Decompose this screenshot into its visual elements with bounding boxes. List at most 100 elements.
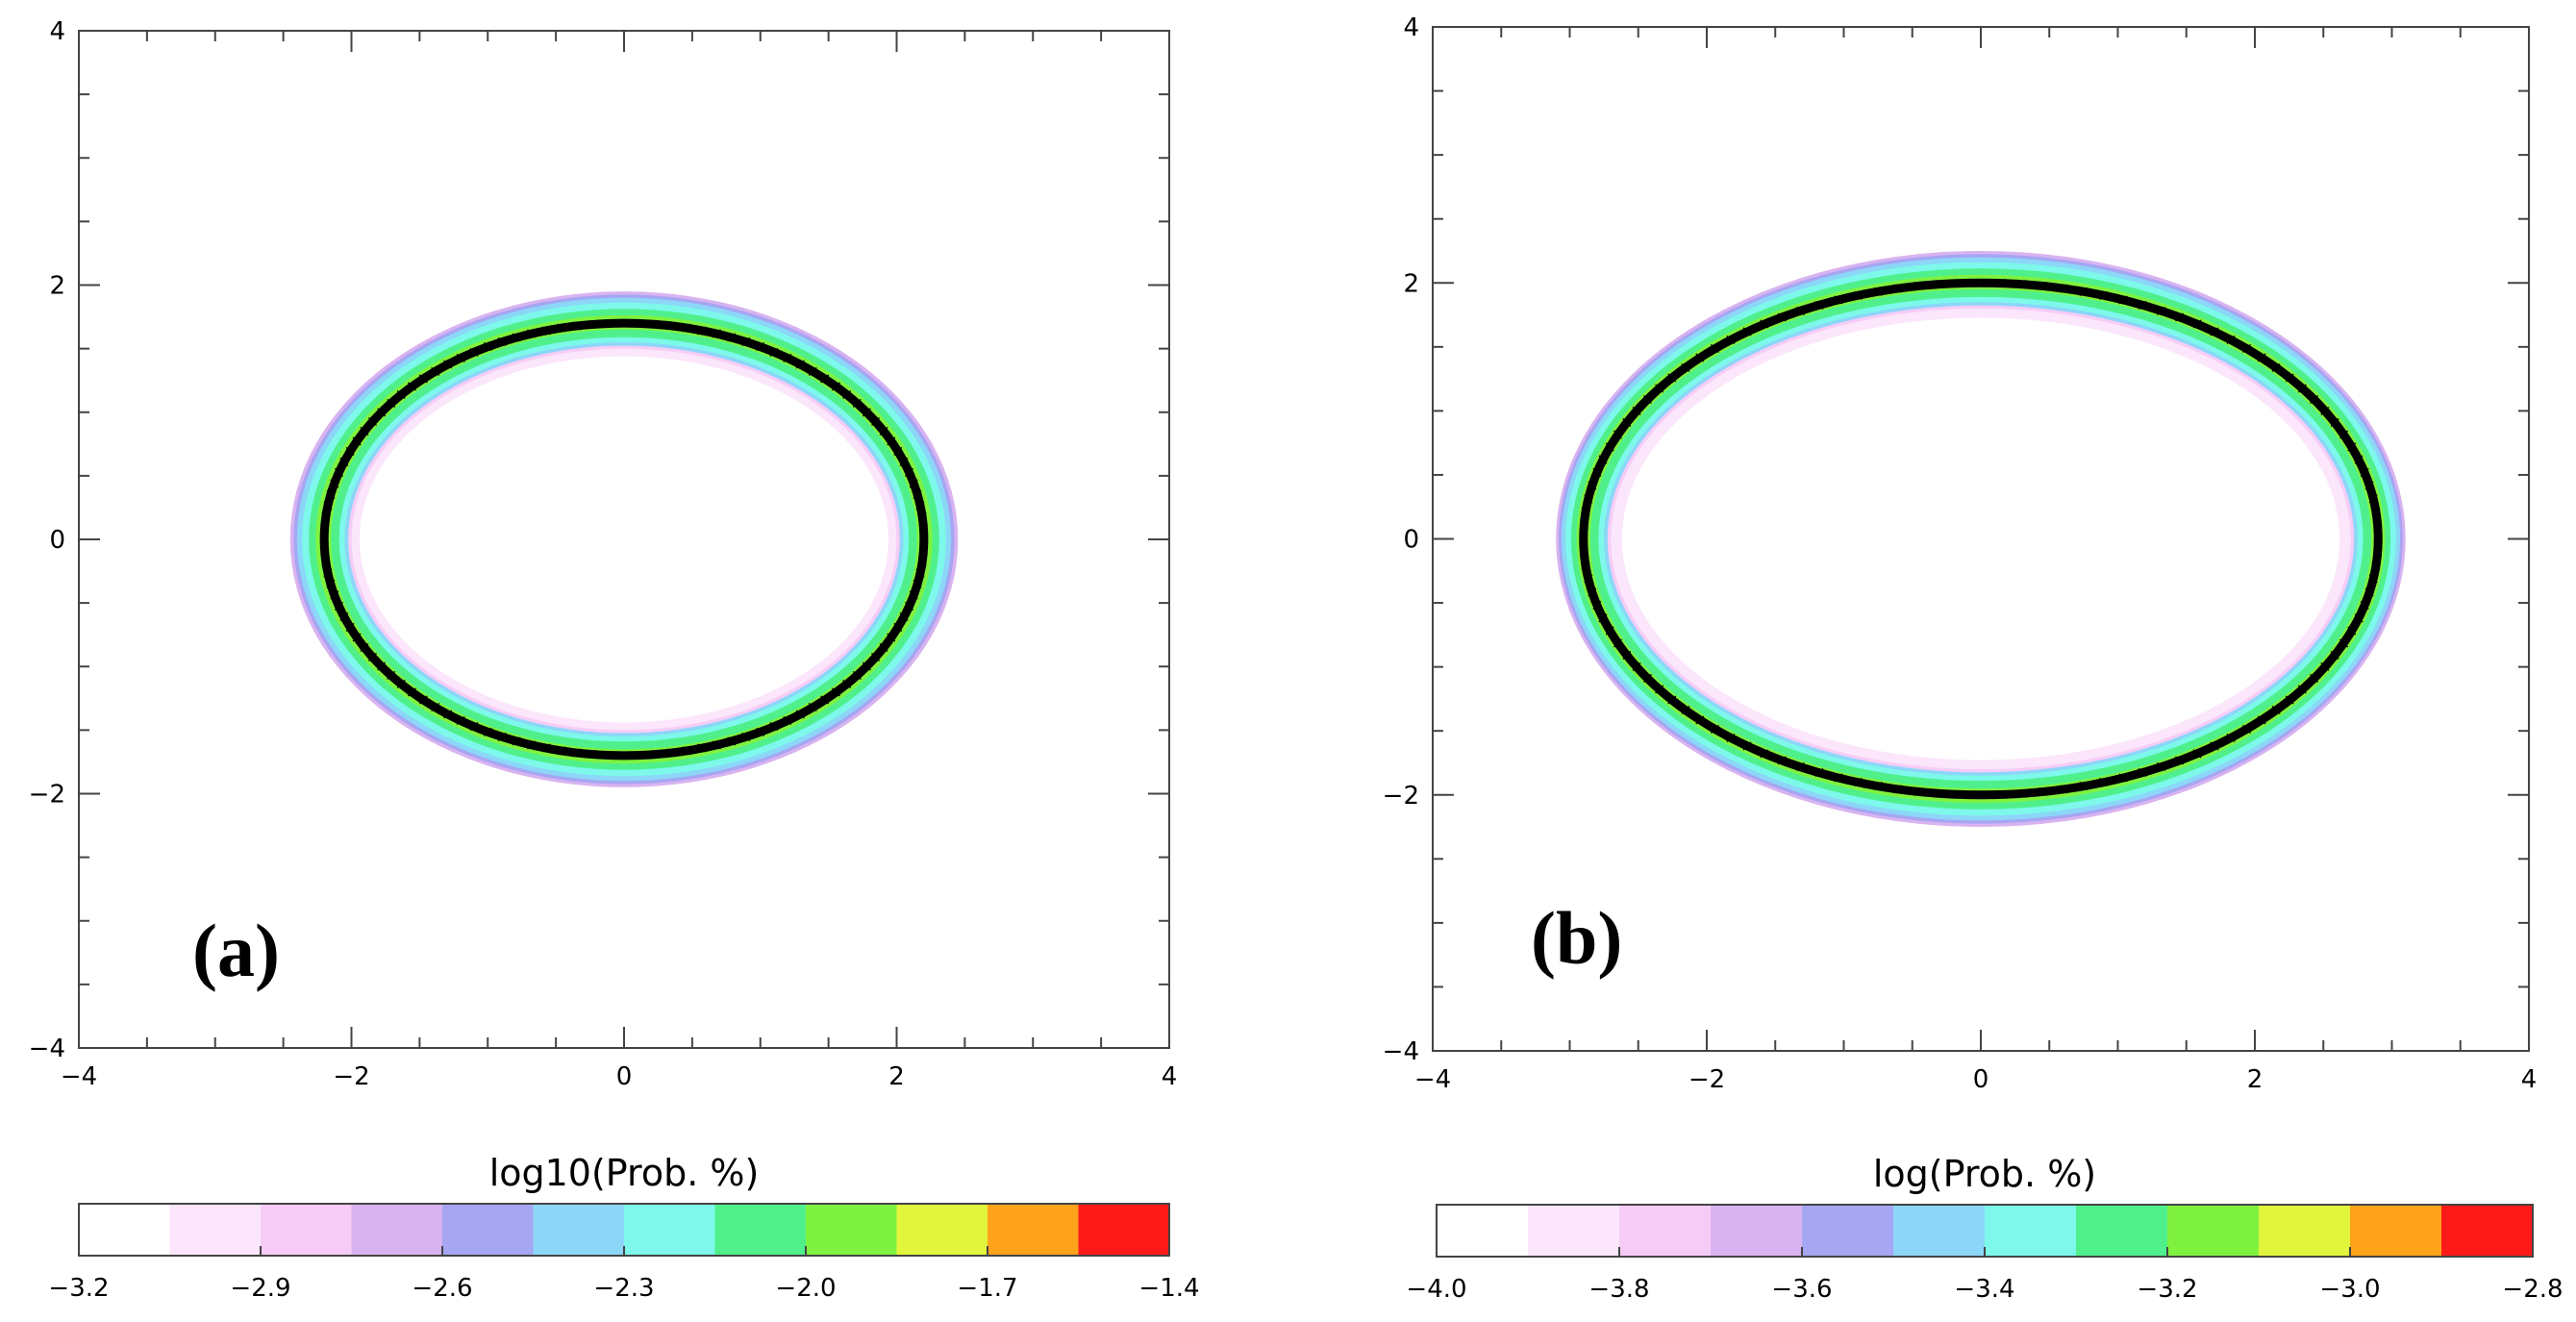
curve-marker: × xyxy=(903,463,915,482)
y-tick-label: −4 xyxy=(1383,1037,1419,1066)
colorbar-tick-label: −3.2 xyxy=(48,1274,109,1303)
curve-marker: × xyxy=(891,617,904,636)
curve-marker: × xyxy=(1579,503,1591,521)
curve-marker: × xyxy=(2269,701,2282,719)
curve-marker: × xyxy=(2283,690,2295,709)
curve-marker: × xyxy=(417,690,430,709)
curve-marker: × xyxy=(1832,290,1844,309)
curve-marker: × xyxy=(767,717,780,736)
curve-marker: × xyxy=(2240,339,2253,358)
colorbar-title: log10(Prob. %) xyxy=(489,1152,760,1194)
curve-marker: × xyxy=(338,608,350,626)
density-empty-core xyxy=(1621,317,2340,761)
panel-a: ××××××××××××××××××××××××××××××××××××××××… xyxy=(29,17,1200,1303)
colorbar-swatch xyxy=(169,1204,261,1256)
curve-marker: × xyxy=(324,485,337,503)
curve-marker: × xyxy=(2366,489,2379,508)
curve-marker: × xyxy=(2363,476,2376,494)
colorbar-swatch xyxy=(2076,1205,2167,1257)
curve-marker: × xyxy=(2037,782,2049,800)
curve-marker: × xyxy=(2363,583,2376,601)
y-tick-label: 2 xyxy=(1403,269,1419,298)
colorbar-tick-label: −3.4 xyxy=(1954,1275,2014,1304)
curve-marker: × xyxy=(1794,758,1807,776)
curve-marker: × xyxy=(406,683,418,701)
curve-marker: × xyxy=(495,333,508,351)
curve-marker: × xyxy=(1620,413,1633,432)
curve-marker: × xyxy=(328,586,340,604)
curve-marker: × xyxy=(917,518,930,536)
curve-marker: × xyxy=(2015,275,2028,293)
curve-marker: × xyxy=(587,745,599,763)
curve-marker: × xyxy=(2369,556,2382,574)
curve-marker: × xyxy=(417,369,430,387)
curve-marker: × xyxy=(395,674,408,692)
curve-marker: × xyxy=(2097,773,2110,791)
colorbar-tick-label: −3.8 xyxy=(1588,1275,1649,1304)
colorbar-swatch xyxy=(624,1204,715,1256)
colorbar-tick-label: −2.8 xyxy=(2502,1275,2563,1304)
curve-marker: × xyxy=(1740,322,1753,340)
curve-marker: × xyxy=(2371,516,2384,535)
curve-marker: × xyxy=(429,698,441,716)
curve-marker: × xyxy=(1974,273,1987,291)
colorbar-swatch xyxy=(1893,1205,1985,1257)
curve-marker: × xyxy=(319,507,332,525)
x-tick-label: −2 xyxy=(333,1062,369,1091)
curve-marker: × xyxy=(1665,368,1678,387)
curve-marker: × xyxy=(317,530,330,548)
curve-marker: × xyxy=(1776,308,1788,326)
curve-marker: × xyxy=(358,637,370,656)
curve-marker: × xyxy=(375,657,388,675)
y-tick-label: −2 xyxy=(1383,782,1419,811)
curve-marker: × xyxy=(1596,609,1609,627)
curve-marker: × xyxy=(649,745,662,763)
curve-marker: × xyxy=(441,355,454,373)
curve-marker: × xyxy=(1758,314,1770,333)
curve-marker: × xyxy=(2371,542,2384,561)
curve-marker: × xyxy=(571,743,584,761)
curve-marker: × xyxy=(1995,274,2008,292)
colorbar-swatch xyxy=(2441,1205,2533,1257)
panel-b: ××××××××××××××××××××××××××××××××××××××××… xyxy=(1383,13,2563,1304)
colorbar-tick-label: −3.0 xyxy=(2319,1275,2380,1304)
colorbar-swatch xyxy=(261,1204,352,1256)
curve-marker: × xyxy=(891,442,904,461)
panel-label: (b) xyxy=(1531,896,1622,980)
curve-marker: × xyxy=(2015,784,2028,802)
curve-marker: × xyxy=(2345,437,2358,456)
curve-marker: × xyxy=(1603,621,1615,639)
curve-marker: × xyxy=(2308,669,2320,687)
curve-marker: × xyxy=(571,316,584,335)
curve-marker: × xyxy=(540,738,553,757)
colorbar-swatch xyxy=(1802,1205,1893,1257)
curve-marker: × xyxy=(2256,348,2268,366)
curve-marker: × xyxy=(2190,744,2203,762)
colorbar-swatch xyxy=(1437,1205,1528,1257)
curve-marker: × xyxy=(695,738,708,757)
curve-marker: × xyxy=(2155,301,2167,319)
curve-marker: × xyxy=(1852,286,1864,304)
colorbar-swatch xyxy=(806,1204,897,1256)
curve-marker: × xyxy=(1813,763,1825,782)
curve-marker: × xyxy=(1630,658,1642,676)
curve-marker: × xyxy=(2224,331,2237,349)
curve-marker: × xyxy=(680,741,692,760)
curve-marker: × xyxy=(333,463,345,482)
curve-marker: × xyxy=(680,318,692,337)
curve-marker: × xyxy=(1913,782,1925,800)
curve-marker: × xyxy=(429,362,441,380)
curve-marker: × xyxy=(2155,758,2167,776)
curve-marker: × xyxy=(343,617,356,636)
colorbar-tick-label: −2.6 xyxy=(412,1274,472,1303)
curve-marker: × xyxy=(2136,295,2148,313)
curve-marker: × xyxy=(1641,669,1654,687)
curve-marker: × xyxy=(2208,736,2220,755)
curve-marker: × xyxy=(2077,282,2089,300)
curve-marker: × xyxy=(333,596,345,614)
x-tick-label: 4 xyxy=(1162,1062,1178,1091)
curve-marker: × xyxy=(2338,634,2350,652)
curve-marker: × xyxy=(2358,595,2370,613)
y-tick-label: 4 xyxy=(1403,13,1419,42)
curve-marker: × xyxy=(1596,450,1609,468)
